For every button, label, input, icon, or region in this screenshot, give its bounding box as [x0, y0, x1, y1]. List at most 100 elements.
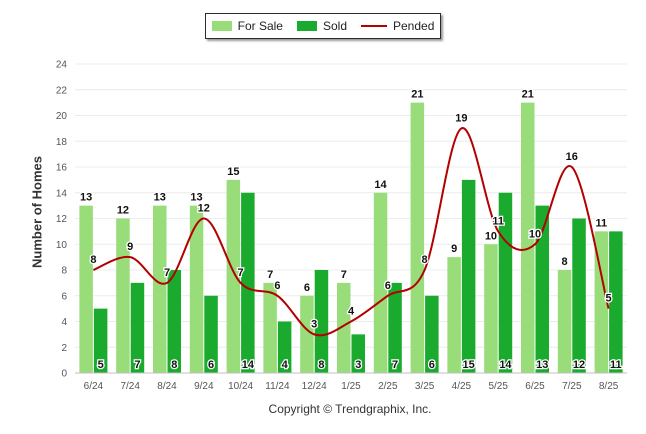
bar-for-sale — [189, 205, 204, 373]
x-tick-label: 7/25 — [562, 381, 582, 392]
y-tick-label: 14 — [56, 188, 68, 199]
data-label-sold: 8 — [171, 359, 177, 371]
data-label-for-sale: 13 — [190, 192, 202, 204]
data-label-sold: 15 — [463, 359, 475, 371]
y-tick-label: 8 — [61, 266, 67, 277]
y-tick-label: 6 — [61, 291, 67, 302]
data-label-sold: 8 — [318, 359, 324, 371]
data-label-for-sale: 11 — [596, 217, 608, 229]
data-label-sold: 14 — [242, 359, 255, 371]
x-tick-label: 3/25 — [415, 381, 435, 392]
bars — [79, 102, 623, 373]
data-label-pended: 7 — [238, 267, 244, 279]
bar-sold — [130, 282, 145, 373]
x-tick-label: 10/24 — [228, 381, 253, 392]
y-tick-label: 10 — [56, 240, 68, 251]
data-label-pended: 9 — [127, 241, 133, 253]
data-label-for-sale: 13 — [154, 192, 166, 204]
y-tick-label: 18 — [56, 137, 68, 148]
legend-label-for-sale: For Sale — [237, 19, 283, 33]
bar-for-sale — [226, 179, 241, 373]
data-label-for-sale: 14 — [374, 179, 387, 191]
data-label-sold: 7 — [392, 359, 398, 371]
data-labels: 13 5 12 7 13 8 13 6 15 14 7 4 6 8 7 3 14 7 21 6 9 15 10 14 21 13 8… — [79, 87, 623, 372]
bar-sold — [314, 270, 329, 373]
bar-for-sale — [484, 244, 498, 373]
bar-sold — [204, 295, 218, 373]
data-label-sold: 12 — [573, 359, 585, 371]
data-label-sold: 11 — [610, 359, 622, 371]
y-axis-title: Number of Homes — [29, 156, 45, 268]
data-label-pended: 6 — [274, 280, 280, 292]
bar-sold — [572, 218, 586, 373]
data-label-pended: 11 — [492, 215, 504, 227]
data-label-pended: 12 — [198, 203, 210, 215]
bar-sold — [425, 295, 439, 373]
data-label-pended: 5 — [606, 293, 612, 305]
for-sale-swatch — [211, 21, 232, 31]
bar-sold — [93, 308, 108, 373]
x-tick-label: 4/25 — [452, 381, 472, 392]
bar-for-sale — [594, 231, 609, 373]
data-label-for-sale: 12 — [117, 205, 129, 217]
bar-sold — [535, 205, 549, 373]
legend-item-for-sale[interactable]: For Sale — [211, 19, 283, 33]
x-tick-label: 6/24 — [84, 381, 104, 392]
bar-for-sale — [79, 205, 93, 373]
bar-for-sale — [557, 270, 572, 373]
sold-swatch — [296, 21, 317, 31]
data-label-sold: 7 — [134, 359, 140, 371]
x-tick-label: 7/24 — [120, 381, 140, 392]
bar-for-sale — [337, 282, 351, 373]
bar-for-sale — [153, 205, 167, 373]
bar-for-sale — [373, 192, 388, 373]
y-tick-label: 12 — [56, 214, 68, 225]
data-label-sold: 14 — [499, 359, 512, 371]
grid — [75, 63, 627, 348]
x-tick-label: 12/24 — [302, 381, 327, 392]
data-label-for-sale: 6 — [304, 282, 310, 294]
data-label-for-sale: 7 — [341, 269, 347, 281]
x-tick-label: 8/24 — [157, 381, 177, 392]
y-tick-label: 16 — [56, 163, 68, 174]
copyright-text: Copyright © Trendgraphix, Inc. — [268, 402, 432, 416]
data-label-for-sale: 7 — [267, 269, 273, 281]
legend-label-pended: Pended — [393, 19, 435, 33]
data-label-pended: 8 — [90, 254, 96, 266]
data-label-pended: 4 — [348, 306, 355, 318]
data-label-pended: 6 — [385, 280, 391, 292]
legend: For Sale Sold Pended — [205, 13, 441, 39]
data-label-pended: 3 — [311, 318, 317, 330]
bar-sold — [351, 334, 365, 373]
data-label-sold: 6 — [429, 359, 435, 371]
bar-sold — [388, 282, 402, 373]
x-tick-label: 5/25 — [488, 381, 508, 392]
bar-for-sale — [521, 102, 535, 373]
bar-sold — [277, 321, 292, 373]
x-tick-label: 9/24 — [194, 381, 214, 392]
data-label-sold: 6 — [208, 359, 214, 371]
bar-sold — [241, 192, 255, 373]
data-label-for-sale: 15 — [227, 166, 239, 178]
bar-for-sale — [263, 282, 277, 373]
data-label-sold: 5 — [98, 359, 104, 371]
x-tick-label: 6/25 — [525, 381, 545, 392]
y-tick-label: 4 — [61, 317, 67, 328]
bar-sold — [461, 179, 476, 373]
data-label-pended: 7 — [164, 267, 170, 279]
bar-sold — [609, 231, 623, 373]
pended-series-line — [93, 127, 610, 337]
pended-swatch — [361, 25, 387, 27]
bar-sold — [167, 270, 181, 373]
legend-item-pended[interactable]: Pended — [361, 19, 434, 33]
data-label-pended: 19 — [455, 112, 467, 124]
y-tick-label: 24 — [56, 60, 68, 71]
legend-item-sold[interactable]: Sold — [296, 19, 347, 33]
data-label-for-sale: 8 — [561, 256, 567, 268]
y-tick-label: 20 — [56, 111, 68, 122]
x-tick-label: 2/25 — [378, 381, 398, 392]
data-label-for-sale: 9 — [451, 243, 457, 255]
x-tick-label: 1/25 — [341, 381, 361, 392]
